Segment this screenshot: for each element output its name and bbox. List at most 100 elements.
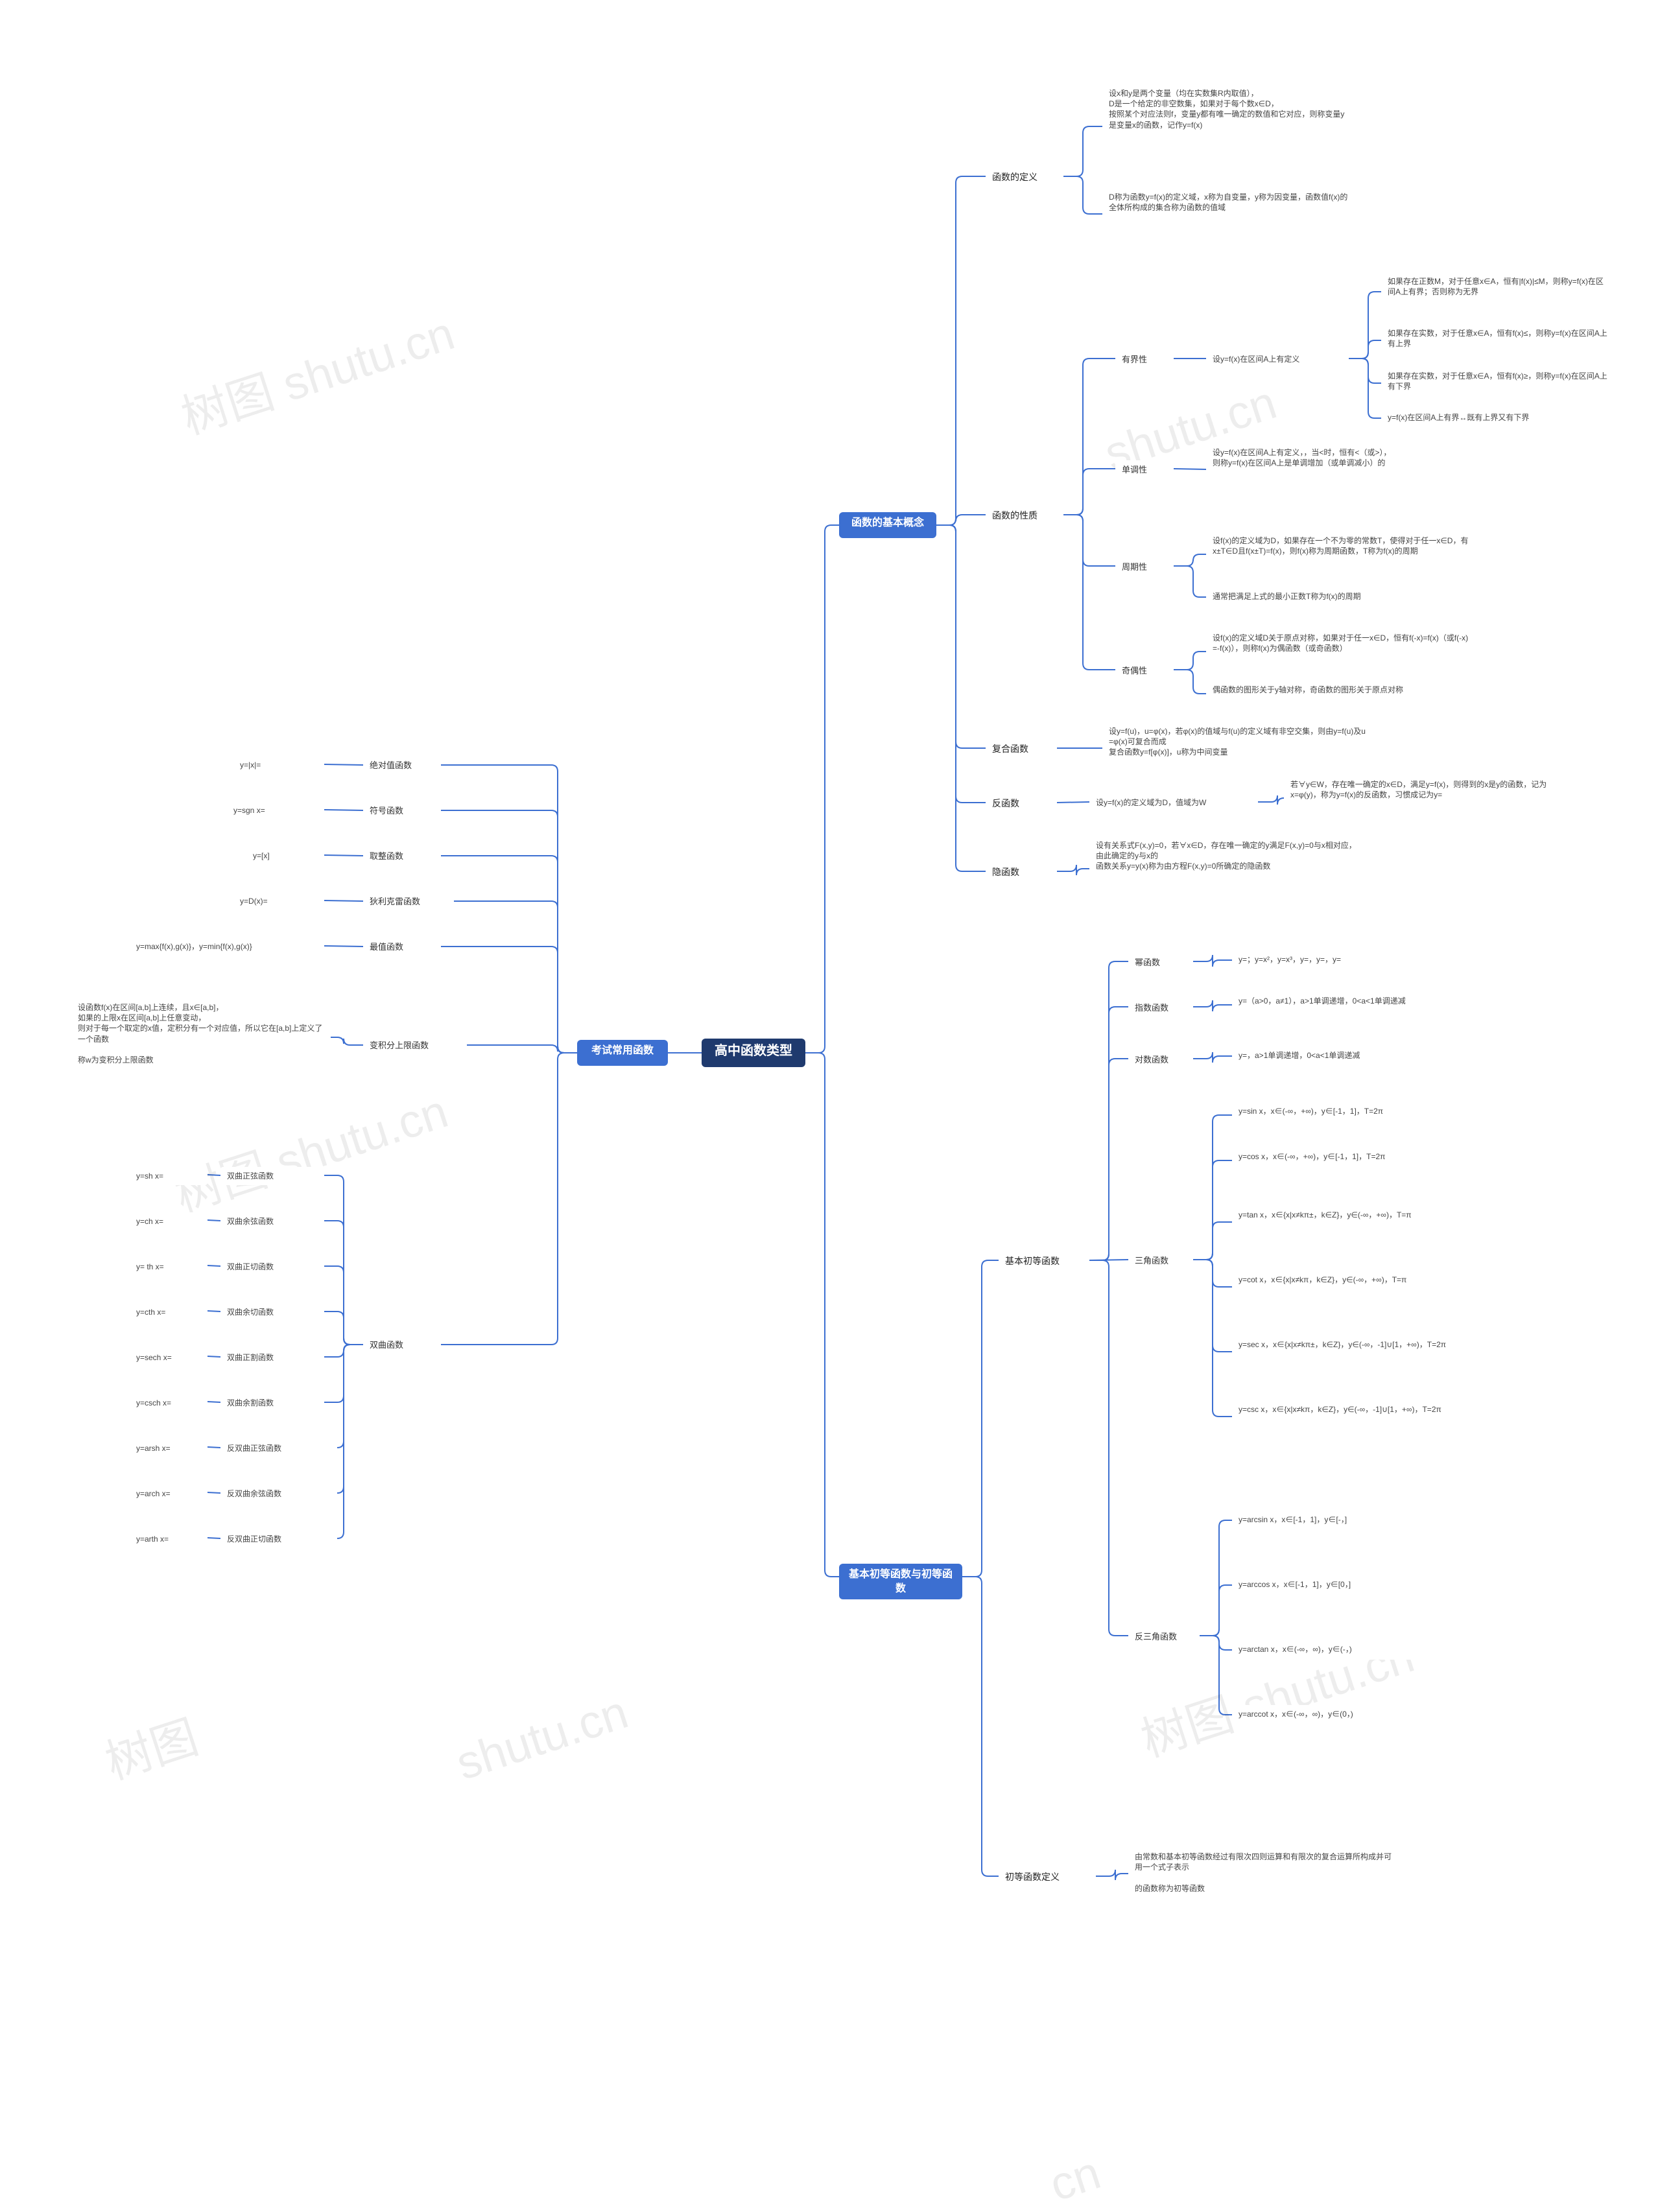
node-r1_bound_1: 如果存在正数M，对于任意x∈A，恒有|f(x)|≤M，则称y=f(x)在区间A上… xyxy=(1381,272,1615,311)
edge-r2_trig-r2_t3 xyxy=(1193,1222,1232,1260)
node-b_r1: 函数的基本概念 xyxy=(839,512,936,538)
edge-b_r1-r1_comp xyxy=(936,525,986,748)
edge-r1_bound_d-r1_bound_1 xyxy=(1349,292,1381,359)
edge-l_hyp-l_h5 xyxy=(324,1345,363,1357)
node-r1_par_a: 设f(x)的定义域D关于原点对称，如果对于任一x∈D，恒有f(-x)=f(x)（… xyxy=(1206,629,1478,674)
edge-b_left-l_diri xyxy=(454,901,577,1053)
node-r2_t5: y=sec x，x∈{x|x≠kπ±，k∈Z}，y∈(-∞，-1]∪[1，+∞)… xyxy=(1232,1335,1511,1368)
node-r1_bound_4: y=f(x)在区间A上有界↔既有上界又有下界 xyxy=(1381,408,1615,428)
node-r1_bound_3: 如果存在实数，对于任意x∈A，恒有f(x)≥，则称y=f(x)在区间A上有下界 xyxy=(1381,367,1615,399)
edge-b_r1-r1_imp xyxy=(936,525,986,871)
node-l_h4: 双曲余切函数 xyxy=(220,1303,324,1321)
node-r1_peri_a: 设f(x)的定义域为D，如果存在一个不为零的常数T，使得对于任一x∈D，有x±T… xyxy=(1206,532,1478,577)
node-r2_t3: y=tan x，x∈{x|x≠kπ±，k∈Z}，y∈(-∞，+∞)，T=π xyxy=(1232,1206,1511,1238)
edge-l_hyp-l_h1 xyxy=(324,1175,363,1345)
edge-r1_prop-r1_peri xyxy=(1063,515,1115,566)
edge-b_r1-r1_prop xyxy=(936,515,986,525)
node-r1_imp_d: 设有关系式F(x,y)=0，若∀x∈D，存在唯一确定的y满足F(x,y)=0与x… xyxy=(1089,836,1368,901)
node-l_floor_f: y=[x] xyxy=(246,847,324,865)
node-r2_exp: 指数函数 xyxy=(1128,998,1193,1018)
edge-r2_atrig-r2_a2 xyxy=(1200,1585,1232,1636)
node-l_h1f: y=sh x= xyxy=(130,1167,208,1185)
mindmap-canvas: 树图 shutu.cn树图 shutu.cnshutu.cnshutu.cn树图… xyxy=(0,0,1660,2199)
edge-b_r1-r1_def xyxy=(936,176,986,525)
edge-r2_elem-r2_atrig xyxy=(1089,1260,1128,1636)
node-r2_pow_d: y=；y=x²，y=x³，y=，y=，y= xyxy=(1232,950,1491,970)
node-r2_exp_d: y=（a>0，a≠1），a>1单调递增，0<a<1单调递减 xyxy=(1232,992,1491,1018)
edge-b_left-l_intup xyxy=(467,1045,577,1053)
node-r2_a2: y=arccos x，x∈[-1，1]，y∈[0，] xyxy=(1232,1575,1491,1595)
node-l_h7f: y=arsh x= xyxy=(130,1439,208,1457)
edge-r1_bound_d-r1_bound_3 xyxy=(1349,359,1381,383)
edge-l_floor-l_floor_f xyxy=(324,855,363,856)
edge-b_left-l_sgn xyxy=(441,810,577,1053)
node-root: 高中函数类型 xyxy=(702,1039,805,1067)
node-r1_par_b: 偶函数的图形关于y轴对称，奇函数的图形关于原点对称 xyxy=(1206,681,1465,707)
edge-r2_atrig-r2_a3 xyxy=(1200,1636,1232,1650)
node-l_h9: 反双曲正切函数 xyxy=(220,1530,337,1548)
node-r1_def_a: 设x和y是两个变量（均在实数集R内取值）， D是一个给定的非空数集，如果对于每个… xyxy=(1102,84,1355,169)
edge-r2_trig-r2_t1 xyxy=(1193,1115,1232,1260)
edge-r2_exp-r2_exp_d xyxy=(1193,1000,1232,1011)
node-l_abs: 绝对值函数 xyxy=(363,756,441,775)
edge-l_hyp-l_h4 xyxy=(324,1312,363,1345)
edge-l_h7-l_h7f xyxy=(208,1447,220,1448)
node-l_sgn: 符号函数 xyxy=(363,801,441,821)
watermark: cn xyxy=(1043,2146,1107,2211)
node-l_diri: 狄利克雷函数 xyxy=(363,892,454,912)
node-r2_t2: y=cos x，x∈(-∞，+∞)，y∈[-1，1]，T=2π xyxy=(1232,1147,1511,1173)
edge-b_left-l_hyp xyxy=(441,1053,577,1345)
node-l_h2f: y=ch x= xyxy=(130,1212,208,1230)
edge-b_r2-r2_def xyxy=(962,1577,999,1876)
edge-r1_prop-r1_par xyxy=(1063,515,1115,670)
edge-l_hyp-l_h2 xyxy=(324,1221,363,1345)
edge-l_h3-l_h3f xyxy=(208,1265,220,1266)
node-r1_comp_d: 设y=f(u)，u=φ(x)，若φ(x)的值域与f(u)的定义域有非空交集，则由… xyxy=(1102,722,1375,774)
node-r2_def_d: 由常数和基本初等函数经过有限次四则运算和有限次的复合运算所构成并可用一个式子表示… xyxy=(1128,1848,1401,1900)
edge-r1_inv_a-r1_inv_b xyxy=(1258,795,1284,805)
node-r2_pow: 幂函数 xyxy=(1128,953,1193,972)
node-l_h9f: y=arth x= xyxy=(130,1530,208,1548)
edge-r2_log-r2_log_d xyxy=(1193,1052,1232,1063)
watermark: shutu.cn xyxy=(450,1686,634,1791)
node-r1_mono: 单调性 xyxy=(1115,460,1174,480)
edge-r1_prop-r1_mono xyxy=(1063,469,1115,515)
edge-r1_par-r1_par_b xyxy=(1174,670,1206,694)
edge-l_abs-l_abs_f xyxy=(324,764,363,765)
edge-r1_par-r1_par_a xyxy=(1174,652,1206,670)
edge-r2_trig-r2_t4 xyxy=(1193,1260,1232,1287)
node-l_floor: 取整函数 xyxy=(363,847,441,866)
edge-l_h8-l_h8f xyxy=(208,1492,220,1493)
node-r2_t4: y=cot x，x∈{x|x≠kπ，k∈Z}，y∈(-∞，+∞)，T=π xyxy=(1232,1271,1511,1303)
node-r1_bound_2: 如果存在实数，对于任意x∈A，恒有f(x)≤，则称y=f(x)在区间A上有上界 xyxy=(1381,324,1615,357)
edge-r2_trig-r2_t5 xyxy=(1193,1260,1232,1352)
node-r1_par: 奇偶性 xyxy=(1115,661,1174,681)
edge-r2_trig-r2_t6 xyxy=(1193,1260,1232,1417)
edge-r1_bound_d-r1_bound_2 xyxy=(1349,340,1381,359)
node-l_hyp: 双曲函数 xyxy=(363,1335,441,1355)
edge-l_h5-l_h5f xyxy=(208,1356,220,1357)
edge-r1_peri-r1_peri_b xyxy=(1174,566,1206,597)
edge-r1_peri-r1_peri_a xyxy=(1174,554,1206,566)
node-l_h8: 反双曲余弦函数 xyxy=(220,1485,337,1503)
node-l_max: 最值函数 xyxy=(363,937,441,957)
node-r1_def_b: D称为函数y=f(x)的定义域，x称为自变量，y称为因变量，函数值f(x)的全体… xyxy=(1102,188,1355,240)
edge-r2_elem-r2_pow xyxy=(1089,961,1128,1260)
edge-b_r2-r2_elem xyxy=(962,1260,999,1577)
edge-r2_pow-r2_pow_d xyxy=(1193,955,1232,967)
node-l_abs_f: y=|x|= xyxy=(233,756,324,774)
node-l_h3f: y= th x= xyxy=(130,1258,208,1276)
edge-b_r1-r1_inv xyxy=(936,525,986,803)
node-r1_imp: 隐函数 xyxy=(986,862,1057,882)
node-r2_trig: 三角函数 xyxy=(1128,1251,1193,1271)
node-r1_comp: 复合函数 xyxy=(986,739,1057,759)
node-l_intup_d: 设函数f(x)在区间[a,b]上连续，且x∈[a,b]， 如果的上限x在区间[a… xyxy=(71,998,331,1076)
watermark: 树图 xyxy=(95,1699,205,1792)
node-l_sgn_f: y=sgn x= xyxy=(227,801,324,819)
node-r2_t6: y=csc x，x∈{x|x≠kπ，k∈Z}，y∈(-∞，-1]∪[1，+∞)，… xyxy=(1232,1400,1511,1433)
edge-r2_elem-r2_log xyxy=(1089,1059,1128,1260)
node-r2_t1: y=sin x，x∈(-∞，+∞)，y∈[-1，1]，T=2π xyxy=(1232,1102,1511,1128)
node-l_h5: 双曲正割函数 xyxy=(220,1348,324,1367)
edge-r1_inv-r1_inv_a xyxy=(1057,802,1089,803)
node-r2_a4: y=arccot x，x∈(-∞，∞)，y∈(0，) xyxy=(1232,1705,1491,1724)
